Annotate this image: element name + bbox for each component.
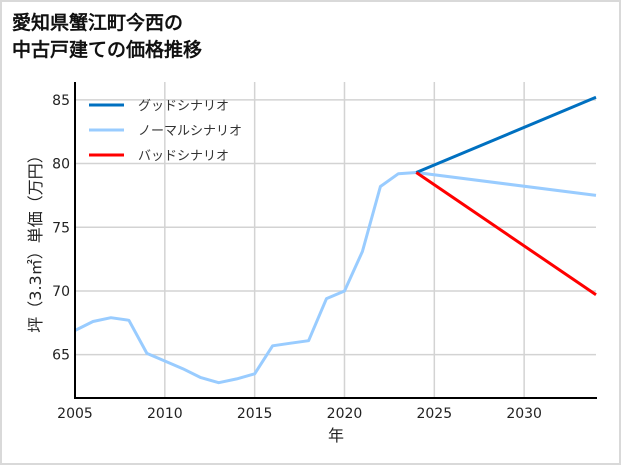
series-line-2 — [415, 171, 597, 297]
x-tick-label: 2020 — [327, 406, 363, 422]
x-tick-label: 2030 — [506, 406, 542, 422]
chart-title: 愛知県蟹江町今西の 中古戸建ての価格推移 — [12, 12, 203, 61]
x-tick-label: 2015 — [237, 406, 273, 422]
y-tick-label: 65 — [52, 348, 70, 364]
x-tick-label: 2005 — [57, 406, 93, 422]
y-tick-label: 70 — [52, 284, 70, 300]
y-tick-label: 75 — [52, 220, 70, 236]
legend-label: グッドシナリオ — [138, 99, 229, 114]
series-line-0 — [415, 95, 597, 174]
y-axis-label: 坪（3.3㎡）単価（万円） — [26, 147, 45, 332]
gridlines — [74, 82, 596, 398]
x-axis-label: 年 — [328, 426, 344, 445]
axes — [74, 82, 597, 399]
x-tick-labels: 2005 2010 2015 2020 2025 2030 — [57, 406, 542, 422]
legend-label: ノーマルシナリオ — [138, 124, 242, 139]
y-tick-labels: 65 70 75 80 85 — [52, 93, 70, 364]
series-line-1 — [74, 171, 597, 385]
x-tick-label: 2010 — [147, 406, 183, 422]
x-tick-label: 2025 — [416, 406, 452, 422]
y-tick-label: 80 — [52, 157, 70, 173]
legend-label: バッドシナリオ — [138, 149, 229, 164]
y-tick-label: 85 — [52, 93, 70, 109]
data-lines — [74, 95, 597, 385]
